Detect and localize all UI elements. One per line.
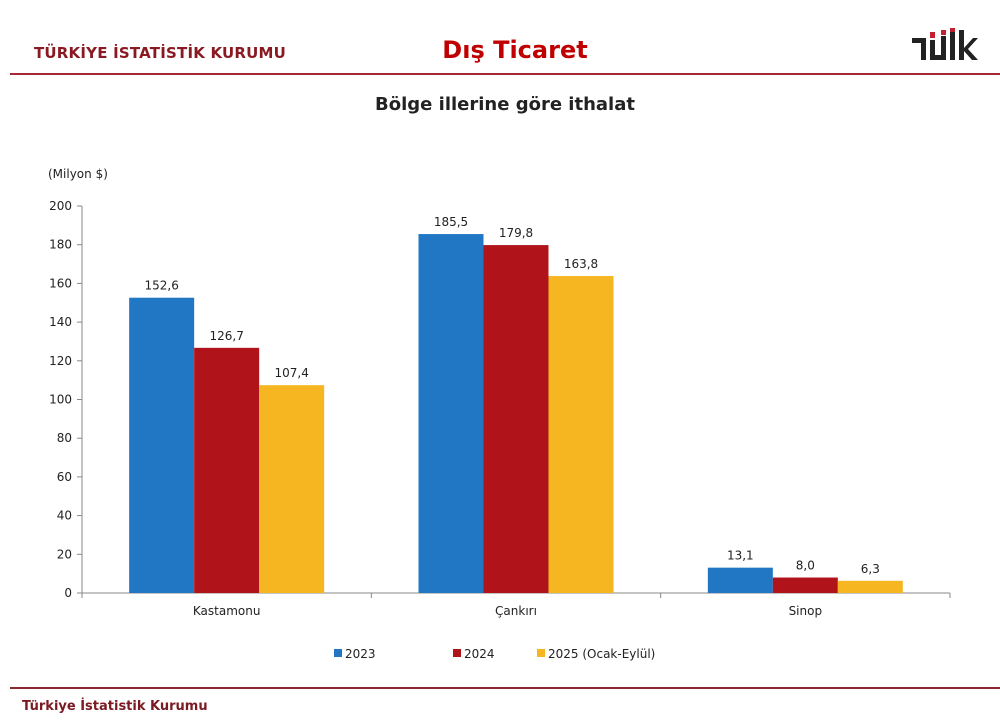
header-divider [10,73,1000,75]
y-tick-label: 60 [57,470,72,484]
data-label: 107,4 [274,366,308,380]
data-label: 163,8 [564,257,598,271]
data-label: 13,1 [727,549,754,563]
bar [707,567,773,593]
organization-header: TÜRKİYE İSTATİSTİK KURUMU [34,44,287,62]
y-tick-label: 120 [49,354,72,368]
y-tick-label: 40 [57,509,72,523]
tuik-logo-icon [912,28,978,60]
data-label: 6,3 [861,562,880,576]
y-tick-label: 0 [64,586,72,600]
y-tick-label: 80 [57,431,72,445]
y-tick-label: 20 [57,547,72,561]
data-label: 152,6 [144,279,178,293]
bar [129,297,195,593]
footer-organization: Türkiye İstatistik Kurumu [22,699,208,714]
chart-title: Bölge illerine göre ithalat [375,94,635,115]
legend-swatch [537,649,545,657]
bar [772,577,838,593]
data-label: 126,7 [209,329,243,343]
bar [837,580,903,593]
data-label: 185,5 [434,215,468,229]
legend-label: 2024 [464,647,495,661]
bar [418,234,484,593]
bar [259,385,325,593]
x-category-label: Kastamonu [193,604,261,618]
legend-swatch [334,649,342,657]
y-tick-label: 160 [49,276,72,290]
bar [194,347,260,593]
page-title: Dış Ticaret [442,36,588,64]
x-category-label: Çankırı [495,604,537,618]
legend-swatch [453,649,461,657]
x-category-label: Sinop [789,604,823,618]
bar [483,245,549,593]
legend-label: 2025 (Ocak-Eylül) [548,647,655,661]
data-label: 8,0 [796,559,815,573]
y-tick-label: 140 [49,315,72,329]
bar [548,276,614,593]
y-tick-label: 200 [49,199,72,213]
footer-divider [10,687,1000,689]
y-axis-label: (Milyon $) [48,167,108,181]
y-tick-label: 100 [49,393,72,407]
y-tick-label: 180 [49,238,72,252]
data-label: 179,8 [499,226,533,240]
legend-label: 2023 [345,647,376,661]
